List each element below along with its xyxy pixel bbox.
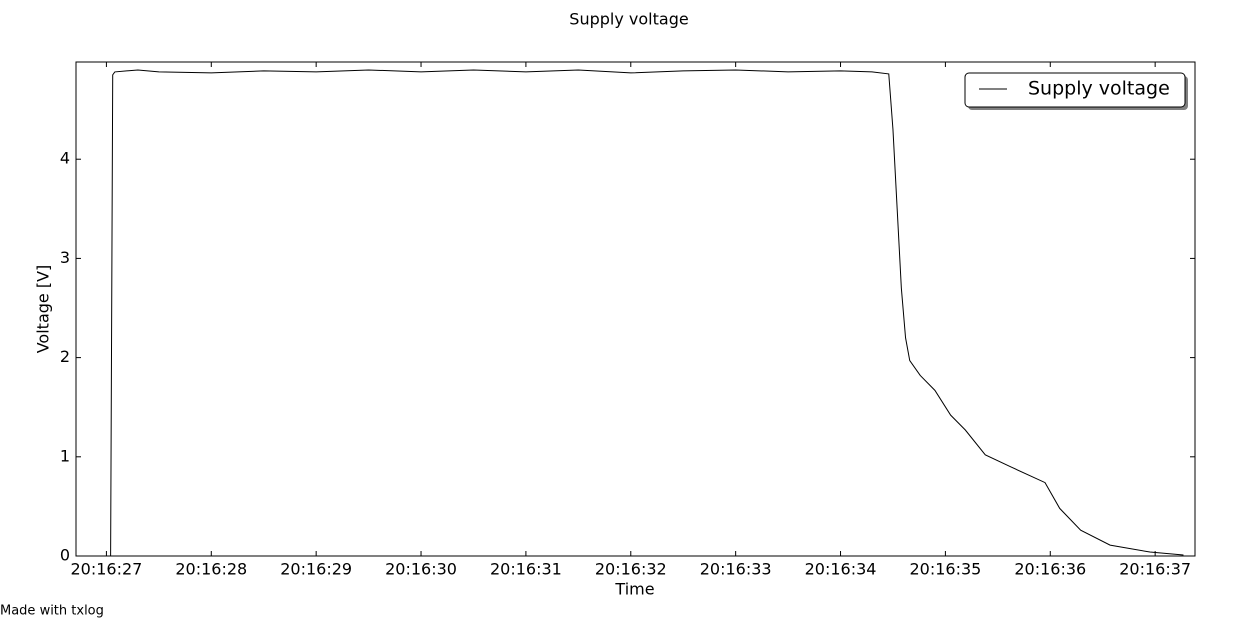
x-tick-label: 20:16:27 bbox=[70, 560, 142, 579]
x-tick-label: 20:16:33 bbox=[700, 560, 772, 579]
x-tick-label: 20:16:32 bbox=[595, 560, 667, 579]
x-axis-label: Time bbox=[614, 580, 654, 599]
x-tick-label: 20:16:36 bbox=[1014, 560, 1086, 579]
y-tick-label: 0 bbox=[60, 546, 70, 565]
y-tick-label: 3 bbox=[60, 248, 70, 267]
y-tick-label: 2 bbox=[60, 347, 70, 366]
line bbox=[110, 69, 1184, 557]
x-tick-label: 20:16:34 bbox=[805, 560, 877, 579]
x-tick-label: 20:16:29 bbox=[280, 560, 352, 579]
x-tick-label: 20:16:28 bbox=[175, 560, 247, 579]
legend-label: Supply voltage bbox=[1028, 78, 1170, 100]
chart-title: Supply voltage bbox=[569, 10, 688, 29]
x-tick-label: 20:16:35 bbox=[909, 560, 981, 579]
plot-frame bbox=[75, 61, 1196, 557]
footer: Made with txlog bbox=[0, 604, 104, 618]
y-axis-label: Voltage [V] bbox=[34, 265, 53, 354]
x-tick-label: 20:16:30 bbox=[385, 560, 457, 579]
x-tick-label: 20:16:37 bbox=[1119, 560, 1191, 579]
legend-box bbox=[964, 72, 1186, 108]
x-tick-label: 20:16:31 bbox=[490, 560, 562, 579]
y-tick-label: 1 bbox=[60, 446, 70, 465]
y-tick-label: 4 bbox=[60, 149, 70, 168]
